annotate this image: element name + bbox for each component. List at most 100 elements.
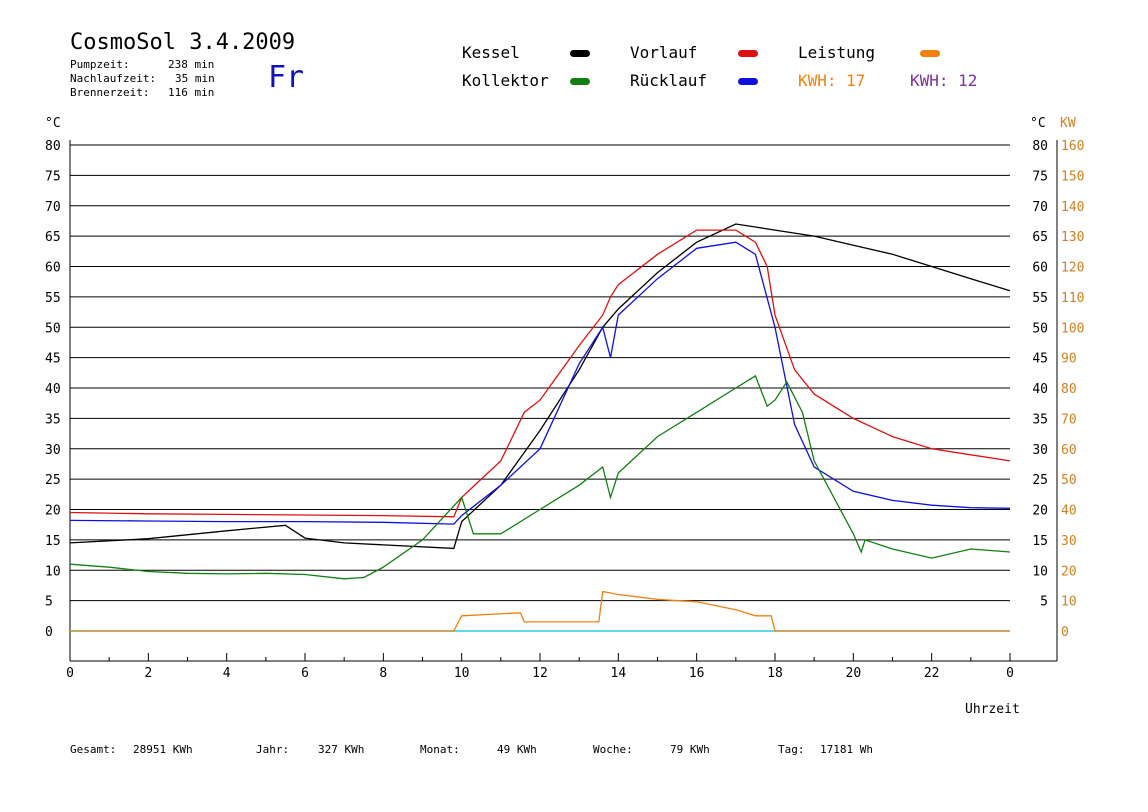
legend-ruecklauf-label: Rücklauf [630,71,708,90]
y-tick-label-left: 0 [45,625,53,640]
y-tick-label-right: 80 [1032,139,1048,154]
footer-gesamt-value: 28951 KWh [133,743,193,756]
kw-tick-label: 0 [1061,625,1069,640]
y-tick-label-right: 10 [1032,564,1048,579]
series-line-kessel [69,223,1011,550]
kw-tick-label: 10 [1061,595,1077,610]
right-axis-unit: °C [1030,116,1046,131]
y-tick-label-right: 50 [1032,321,1048,336]
y-tick-label-right: 35 [1032,412,1048,427]
legend-kwh-solar: KWH: 17 [798,71,866,90]
kw-tick-label: 130 [1061,230,1084,245]
y-tick-label-right: 25 [1032,473,1048,488]
y-tick-label-right: 5 [1040,595,1048,610]
kw-tick-label: 40 [1061,504,1077,519]
series-line-vorlauf [69,229,1011,518]
footer-tag-label: Tag: [778,743,805,756]
y-tick-label-left: 40 [45,382,61,397]
legend-leistung-swatch [920,50,940,57]
pumpzeit-label: Pumpzeit: [70,58,130,71]
legend-kollektor-swatch [570,78,590,85]
footer-monat-label: Monat: [420,743,460,756]
footer-gesamt-label: Gesamt: [70,743,117,756]
y-tick-label-left: 50 [45,321,61,336]
y-tick-label-left: 70 [45,200,61,215]
kw-tick-label: 140 [1061,200,1084,215]
y-tick-label-right: 65 [1032,230,1048,245]
footer-jahr-value: 327 KWh [318,743,365,756]
y-tick-label-left: 55 [45,291,61,306]
kw-tick-label: 80 [1061,382,1077,397]
footer-tag-value: 17181 Wh [820,743,873,756]
kw-tick-label: 90 [1061,352,1077,367]
kw-tick-label: 70 [1061,412,1077,427]
brennerzeit-value: 116 min [168,86,215,99]
y-tick-label-right: 15 [1032,534,1048,549]
kw-tick-label: 160 [1061,139,1084,154]
pumpzeit-value: 238 min [168,58,215,71]
kw-tick-label: 30 [1061,534,1077,549]
y-tick-label-right: 30 [1032,443,1048,458]
y-tick-label-left: 80 [45,139,61,154]
x-tick-label: 10 [454,666,470,681]
x-tick-label: 8 [379,666,387,681]
nachlaufzeit-label: Nachlaufzeit: [70,72,157,85]
x-tick-label: 22 [924,666,940,681]
kw-tick-label: 150 [1061,169,1084,184]
y-tick-label-right: 60 [1032,261,1048,276]
x-tick-label: 16 [689,666,705,681]
legend-kessel-label: Kessel [462,43,520,62]
series-line-rcklauf [69,241,1011,525]
x-tick-label: 2 [144,666,152,681]
y-tick-label-left: 65 [45,230,61,245]
nachlaufzeit-value: 35 min [175,72,215,85]
x-axis-label: Uhrzeit [965,702,1020,717]
y-tick-label-right: 55 [1032,291,1048,306]
footer-woche-label: Woche: [593,743,633,756]
y-tick-label-left: 20 [45,504,61,519]
y-tick-label-right: 40 [1032,382,1048,397]
kw-tick-label: 120 [1061,261,1084,276]
y-tick-label-left: 60 [45,261,61,276]
footer-monat-value: 49 KWh [497,743,537,756]
kw-tick-label: 60 [1061,443,1077,458]
series-line-kollektor [69,374,1011,580]
y-tick-label-left: 75 [45,169,61,184]
chart-title: CosmoSol 3.4.2009 [70,30,296,55]
legend-kwh-heating: KWH: 12 [910,71,978,90]
y-tick-label-left: 10 [45,564,61,579]
left-axis-unit: °C [45,116,61,131]
y-tick-label-left: 30 [45,443,61,458]
y-tick-label-left: 25 [45,473,61,488]
kw-tick-label: 110 [1061,291,1084,306]
legend-vorlauf-label: Vorlauf [630,43,698,62]
y-tick-label-left: 35 [45,412,61,427]
brennerzeit-label: Brennerzeit: [70,86,150,99]
kw-tick-label: 50 [1061,473,1077,488]
y-tick-label-left: 15 [45,534,61,549]
legend-kollektor-label: Kollektor [462,71,549,90]
legend-leistung-label: Leistung [798,43,876,62]
x-tick-label: 4 [223,666,231,681]
x-tick-label: 6 [301,666,309,681]
kw-axis-unit: KW [1060,116,1076,131]
legend-kessel-swatch [570,50,590,57]
x-tick-label: 14 [611,666,627,681]
y-tick-label-right: 45 [1032,352,1048,367]
weekday-label: Fr [268,60,305,95]
kw-tick-label: 20 [1061,564,1077,579]
footer-woche-value: 79 KWh [670,743,710,756]
x-tick-label: 20 [846,666,862,681]
legend-ruecklauf-swatch [738,78,758,85]
x-tick-label: 0 [1006,666,1014,681]
y-tick-label-right: 70 [1032,200,1048,215]
x-tick-label: 18 [767,666,783,681]
y-tick-label-left: 45 [45,352,61,367]
footer-jahr-label: Jahr: [256,743,290,756]
x-tick-label: 0 [66,666,74,681]
legend-vorlauf-swatch [738,50,758,57]
series-line-leistung [70,590,1010,632]
x-tick-label: 12 [532,666,548,681]
y-tick-label-right: 75 [1032,169,1048,184]
